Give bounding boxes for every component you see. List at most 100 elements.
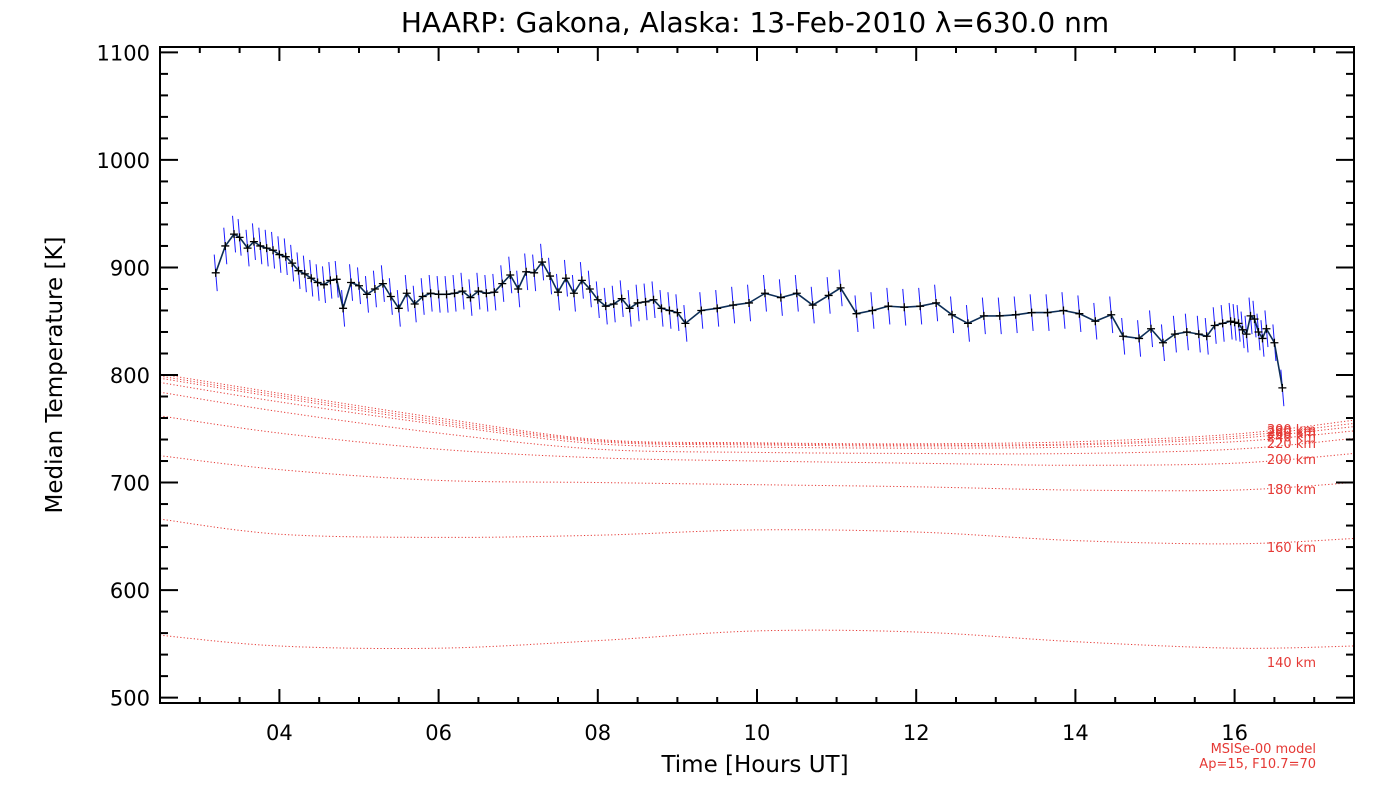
data-point bbox=[760, 289, 769, 298]
data-point bbox=[1278, 383, 1287, 392]
data-point bbox=[1091, 317, 1100, 326]
data-point bbox=[681, 319, 690, 328]
data-point bbox=[386, 292, 395, 301]
data-point bbox=[633, 298, 642, 307]
data-point bbox=[211, 268, 220, 277]
measured-series bbox=[211, 215, 1287, 407]
x-tick-label: 04 bbox=[266, 721, 293, 745]
x-axis-label: Time [Hours UT] bbox=[660, 752, 848, 778]
data-point bbox=[916, 302, 925, 311]
data-point bbox=[275, 250, 284, 259]
y-tick-label: 500 bbox=[110, 687, 150, 711]
data-point bbox=[824, 291, 833, 300]
data-point bbox=[355, 281, 363, 290]
model-label-140km: 140 km bbox=[1267, 656, 1316, 671]
data-point bbox=[836, 283, 845, 292]
model-curve-220km bbox=[159, 391, 1355, 455]
axes: 04 06 08 10 12 14 16 500 600 700 800 900 1000 1100 bbox=[97, 41, 1354, 745]
data-point bbox=[498, 279, 507, 288]
data-point bbox=[418, 292, 427, 301]
data-point bbox=[269, 246, 278, 255]
data-point bbox=[1107, 310, 1116, 319]
data-point bbox=[665, 306, 674, 315]
data-point bbox=[697, 306, 706, 315]
model-label-280km: 280 km bbox=[1267, 425, 1316, 440]
data-point bbox=[326, 276, 335, 285]
x-tick-label: 16 bbox=[1221, 721, 1248, 745]
measured-line bbox=[214, 233, 1284, 389]
data-point bbox=[561, 274, 570, 283]
data-point bbox=[1194, 330, 1203, 339]
data-point bbox=[530, 268, 539, 277]
model-label-160km: 160 km bbox=[1267, 541, 1316, 556]
data-point bbox=[1234, 319, 1243, 328]
data-point bbox=[1262, 324, 1271, 333]
data-point bbox=[281, 252, 290, 261]
model-note-line2: Ap=15, F10.7=70 bbox=[1199, 757, 1316, 772]
data-point bbox=[402, 289, 411, 298]
data-point bbox=[963, 319, 972, 328]
data-point bbox=[1147, 324, 1156, 333]
model-curve-280km bbox=[159, 375, 1355, 446]
data-point bbox=[1170, 330, 1179, 339]
data-point bbox=[256, 241, 265, 250]
data-point bbox=[593, 295, 602, 304]
data-point bbox=[313, 278, 322, 287]
x-tick-label: 10 bbox=[744, 721, 771, 745]
data-point bbox=[1158, 338, 1167, 347]
data-point bbox=[319, 280, 328, 289]
data-point bbox=[307, 274, 316, 283]
data-point bbox=[410, 300, 419, 309]
model-curve-260km bbox=[159, 377, 1355, 447]
data-point bbox=[1135, 334, 1144, 343]
data-point bbox=[1202, 332, 1211, 341]
data-point bbox=[426, 289, 435, 298]
data-point bbox=[1027, 308, 1036, 317]
data-point bbox=[221, 241, 230, 250]
data-point bbox=[490, 288, 499, 297]
data-point bbox=[378, 279, 387, 288]
data-point bbox=[294, 266, 303, 275]
data-point bbox=[884, 302, 893, 311]
data-point bbox=[569, 289, 578, 298]
data-point bbox=[466, 293, 475, 302]
data-point bbox=[1230, 318, 1239, 327]
x-tick-label: 12 bbox=[903, 721, 930, 745]
data-point bbox=[1182, 327, 1191, 336]
data-point bbox=[1218, 319, 1227, 328]
data-point bbox=[482, 289, 491, 298]
y-tick-label: 1000 bbox=[97, 149, 150, 173]
data-point bbox=[514, 284, 523, 293]
data-point bbox=[506, 270, 515, 279]
data-point bbox=[554, 288, 562, 297]
model-label-180km: 180 km bbox=[1267, 483, 1316, 498]
data-point bbox=[601, 302, 610, 311]
data-point bbox=[1270, 338, 1279, 347]
y-tick-label: 800 bbox=[110, 364, 150, 388]
data-point bbox=[577, 276, 586, 285]
data-point bbox=[538, 258, 547, 267]
data-point bbox=[1238, 325, 1247, 334]
data-point bbox=[1258, 334, 1267, 343]
data-point bbox=[617, 294, 626, 303]
plot-frame bbox=[159, 46, 1355, 704]
model-label-260km: 260 km bbox=[1267, 427, 1316, 442]
data-point bbox=[230, 230, 239, 239]
y-tick-label: 1100 bbox=[97, 41, 150, 65]
y-axis-label: Median Temperature [K] bbox=[42, 237, 68, 514]
data-point bbox=[1011, 310, 1020, 319]
data-point bbox=[713, 304, 722, 313]
data-point bbox=[458, 287, 467, 296]
chart-title: HAARP: Gakona, Alaska: 13-Feb-2010 λ=630… bbox=[401, 6, 1109, 39]
model-curve-140km bbox=[159, 629, 1355, 650]
data-point bbox=[776, 293, 785, 302]
data-point bbox=[868, 306, 877, 315]
data-point bbox=[1226, 317, 1235, 326]
data-point bbox=[546, 272, 555, 281]
data-point bbox=[932, 298, 941, 307]
y-tick-label: 700 bbox=[110, 472, 150, 496]
data-point bbox=[1075, 309, 1084, 318]
data-point bbox=[657, 304, 666, 313]
data-point bbox=[450, 289, 459, 298]
